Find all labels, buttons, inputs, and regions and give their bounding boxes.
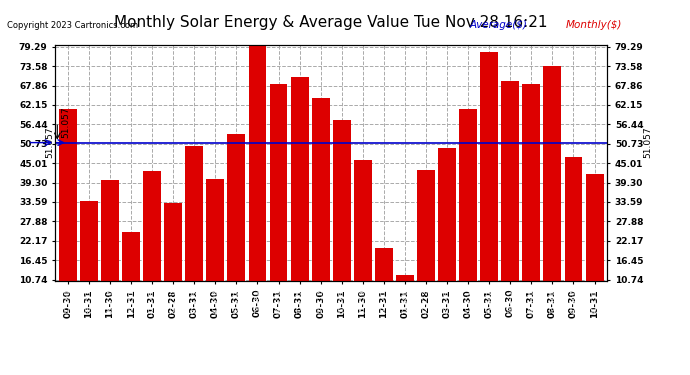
Text: 60.951: 60.951 — [465, 290, 471, 314]
Bar — [333, 120, 351, 316]
Bar — [375, 248, 393, 316]
Bar — [164, 203, 182, 316]
Text: 57.769: 57.769 — [339, 290, 345, 314]
Text: 51.057: 51.057 — [61, 106, 70, 138]
Bar — [290, 76, 308, 316]
Text: 60.860: 60.860 — [65, 290, 71, 314]
Text: 68.190: 68.190 — [275, 290, 282, 314]
Text: 39.957: 39.957 — [107, 290, 113, 314]
Text: 77.862: 77.862 — [486, 290, 492, 314]
Text: Monthly($): Monthly($) — [566, 20, 622, 30]
Bar — [186, 146, 204, 316]
Bar — [206, 179, 224, 316]
Text: 42.872: 42.872 — [423, 290, 429, 314]
Text: 12.086: 12.086 — [402, 290, 408, 314]
Bar — [354, 160, 372, 316]
Bar — [101, 180, 119, 316]
Text: 24.651: 24.651 — [128, 290, 134, 314]
Bar — [143, 171, 161, 316]
Bar — [80, 201, 98, 316]
Bar — [122, 232, 140, 316]
Bar — [459, 109, 477, 316]
Bar — [59, 109, 77, 316]
Bar — [417, 170, 435, 316]
Text: 45.859: 45.859 — [359, 290, 366, 314]
Text: 79.388: 79.388 — [255, 290, 260, 314]
Bar — [502, 81, 520, 316]
Text: 69.045: 69.045 — [507, 290, 513, 314]
Text: 49.349: 49.349 — [444, 290, 450, 314]
Text: Copyright 2023 Cartronics.com: Copyright 2023 Cartronics.com — [7, 21, 138, 30]
Text: 53.622: 53.622 — [233, 290, 239, 314]
Bar — [564, 157, 582, 316]
Text: 50.139: 50.139 — [191, 290, 197, 314]
Text: 68.446: 68.446 — [529, 290, 534, 314]
Text: 70.515: 70.515 — [297, 290, 303, 314]
Text: 33.893: 33.893 — [86, 290, 92, 314]
Text: 40.393: 40.393 — [213, 290, 218, 314]
Text: 42.748: 42.748 — [149, 290, 155, 314]
Text: 51.057: 51.057 — [46, 127, 55, 158]
Text: 73.466: 73.466 — [549, 290, 555, 314]
Text: 46.867: 46.867 — [571, 290, 576, 314]
Bar — [586, 174, 604, 316]
Text: 64.312: 64.312 — [317, 290, 324, 314]
Text: 41.930: 41.930 — [591, 290, 598, 314]
Bar — [438, 148, 456, 316]
Text: 20.140: 20.140 — [381, 290, 387, 314]
Bar — [396, 275, 414, 316]
Text: Monthly Solar Energy & Average Value Tue Nov 28 16:21: Monthly Solar Energy & Average Value Tue… — [115, 15, 548, 30]
Bar — [544, 66, 562, 316]
Bar — [270, 84, 288, 316]
Bar — [522, 84, 540, 316]
Bar — [248, 46, 266, 316]
Bar — [228, 134, 246, 316]
Text: Average($): Average($) — [469, 20, 527, 30]
Bar — [312, 98, 330, 316]
Text: 33.170: 33.170 — [170, 290, 176, 314]
Bar — [480, 51, 498, 316]
Text: 51.057: 51.057 — [643, 127, 652, 158]
